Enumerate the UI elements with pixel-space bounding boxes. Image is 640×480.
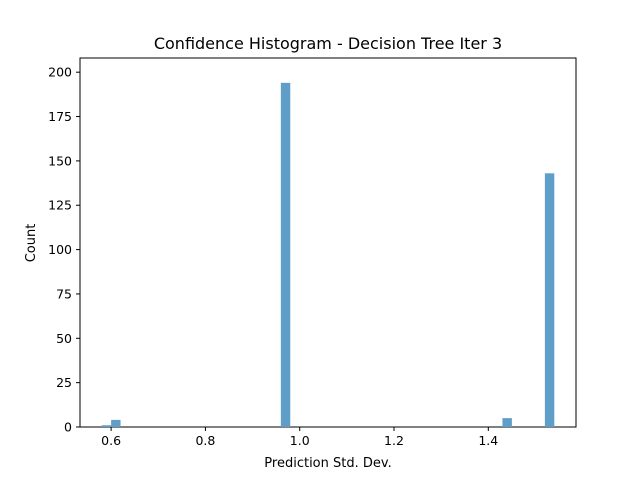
x-axis-ticks: 0.6 0.8 1.0 1.2 1.4	[101, 427, 498, 448]
y-tick-label-3: 50	[56, 331, 72, 346]
x-tick-label-4: 1.2	[384, 433, 404, 448]
chart-title: Confidence Histogram - Decision Tree Ite…	[154, 34, 502, 53]
histogram-bar-2	[111, 419, 121, 427]
y-tick-label-4: 75	[56, 286, 72, 301]
plot-area	[79, 57, 577, 428]
x-tick-label-2: 0.8	[195, 433, 215, 448]
y-axis-ticks: 0 25 50 75 100 125 150 175 200	[48, 65, 80, 435]
y-axis-label: Count	[24, 224, 39, 263]
plot-frame	[79, 57, 577, 428]
histogram-bar-5	[544, 173, 555, 427]
histogram-bar-3	[280, 82, 291, 427]
y-tick-label-9: 200	[48, 65, 72, 80]
y-tick-label-7: 150	[48, 153, 72, 168]
y-tick-label-1: 0	[64, 420, 72, 435]
x-tick-label-1: 0.6	[101, 433, 121, 448]
histogram-bar-4	[502, 418, 512, 427]
x-axis-label: Prediction Std. Dev.	[264, 456, 391, 471]
histogram-bars	[101, 82, 555, 427]
histogram-bar-1	[101, 425, 112, 427]
x-tick-label-3: 1.0	[290, 433, 310, 448]
y-tick-label-8: 175	[48, 109, 72, 124]
y-tick-label-5: 100	[48, 242, 72, 257]
x-tick-label-5: 1.4	[478, 433, 498, 448]
y-tick-label-2: 25	[56, 375, 72, 390]
y-tick-label-6: 125	[48, 198, 72, 213]
